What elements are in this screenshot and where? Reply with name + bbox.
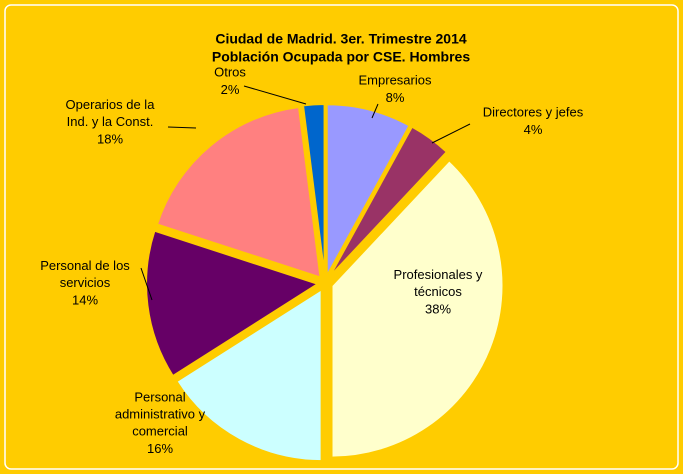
slice-value-label: 2% — [221, 82, 240, 97]
slice-value-label: 4% — [524, 122, 543, 137]
slice-value-label: 18% — [97, 131, 123, 146]
pie-slice — [330, 158, 505, 459]
pie-slice — [328, 125, 449, 279]
leader-line — [167, 126, 197, 129]
slice-label: Operarios de la Ind. y la Const. — [66, 97, 156, 129]
chart-subtitle: Población Ocupada por CSE. Hombres — [212, 49, 470, 65]
slice-value-label: 16% — [147, 441, 173, 456]
slice-label: Empresarios — [359, 73, 432, 88]
leader-line — [243, 85, 307, 105]
pie-slice — [155, 105, 322, 280]
slice-value-label: 8% — [386, 90, 405, 105]
slice-label: Otros — [214, 65, 246, 80]
slice-label: Personal administrativo y comercial — [115, 390, 206, 439]
leader-line — [140, 267, 153, 301]
pie-slice — [301, 103, 326, 277]
leader-line — [371, 103, 379, 119]
pie-slice — [145, 229, 321, 378]
slice-label: Personal de los servicios — [40, 258, 130, 290]
pie-slice — [325, 103, 411, 277]
leader-line — [431, 123, 471, 144]
slice-label: Profesionales y técnicos — [394, 267, 483, 299]
slice-value-label: 14% — [72, 292, 98, 307]
slice-value-label: 38% — [425, 301, 451, 316]
chart-title: Ciudad de Madrid. 3er. Trimestre 2014 — [215, 31, 467, 47]
chart-border — [4, 4, 679, 470]
slice-label: Directores y jefes — [483, 105, 584, 120]
pie-slice — [175, 287, 323, 463]
